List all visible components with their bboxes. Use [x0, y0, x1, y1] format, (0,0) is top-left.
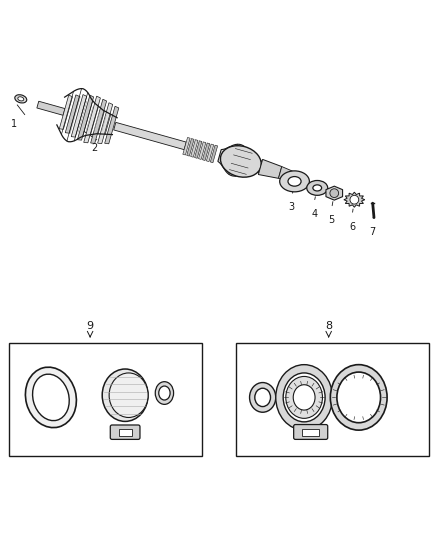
Circle shape — [350, 195, 359, 204]
Text: 6: 6 — [349, 222, 355, 231]
Circle shape — [330, 189, 339, 198]
Ellipse shape — [102, 369, 148, 422]
Text: 9: 9 — [87, 321, 94, 330]
Ellipse shape — [280, 171, 309, 192]
FancyBboxPatch shape — [110, 425, 140, 439]
Bar — [119, 429, 132, 436]
Polygon shape — [218, 144, 268, 176]
Polygon shape — [194, 141, 202, 158]
Ellipse shape — [155, 382, 173, 405]
Ellipse shape — [18, 97, 24, 101]
Ellipse shape — [288, 176, 301, 186]
Polygon shape — [105, 106, 119, 144]
Text: 2: 2 — [92, 143, 98, 154]
Ellipse shape — [337, 372, 381, 423]
Polygon shape — [198, 142, 206, 159]
Bar — [302, 429, 319, 436]
Ellipse shape — [255, 388, 271, 407]
Polygon shape — [37, 101, 65, 115]
Polygon shape — [84, 96, 100, 143]
Ellipse shape — [15, 95, 27, 103]
Ellipse shape — [293, 385, 315, 410]
Ellipse shape — [159, 386, 170, 400]
Ellipse shape — [276, 365, 332, 430]
Text: 8: 8 — [325, 321, 332, 330]
Ellipse shape — [32, 374, 69, 421]
Bar — [237, 343, 428, 456]
Polygon shape — [210, 145, 218, 163]
Text: 4: 4 — [311, 209, 317, 219]
Polygon shape — [344, 192, 365, 207]
Polygon shape — [183, 138, 190, 155]
Ellipse shape — [220, 146, 261, 177]
Polygon shape — [206, 144, 214, 161]
Polygon shape — [292, 172, 307, 183]
Ellipse shape — [25, 367, 76, 427]
Polygon shape — [114, 123, 186, 150]
Polygon shape — [258, 159, 282, 179]
Ellipse shape — [250, 383, 276, 412]
Ellipse shape — [286, 376, 322, 418]
Polygon shape — [71, 94, 87, 137]
Polygon shape — [187, 139, 194, 156]
Ellipse shape — [283, 373, 325, 422]
Ellipse shape — [313, 185, 321, 191]
Polygon shape — [326, 186, 343, 200]
Polygon shape — [202, 143, 210, 160]
Polygon shape — [59, 95, 73, 130]
Polygon shape — [65, 95, 80, 133]
Ellipse shape — [120, 381, 145, 410]
FancyBboxPatch shape — [293, 425, 328, 439]
Ellipse shape — [307, 181, 328, 195]
Text: 3: 3 — [288, 203, 294, 212]
Ellipse shape — [115, 377, 147, 414]
Polygon shape — [78, 95, 94, 140]
Polygon shape — [91, 99, 106, 143]
Polygon shape — [98, 103, 113, 143]
Text: 1: 1 — [11, 119, 17, 129]
Polygon shape — [191, 140, 198, 157]
Bar — [10, 343, 201, 456]
Ellipse shape — [330, 365, 387, 430]
Text: 7: 7 — [369, 227, 375, 237]
Polygon shape — [279, 167, 294, 180]
Text: 5: 5 — [328, 215, 335, 225]
Ellipse shape — [109, 373, 148, 417]
